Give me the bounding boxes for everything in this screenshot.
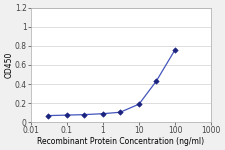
Y-axis label: OD450: OD450 bbox=[4, 52, 13, 78]
X-axis label: Recombinant Protein Concentration (ng/ml): Recombinant Protein Concentration (ng/ml… bbox=[37, 137, 205, 146]
